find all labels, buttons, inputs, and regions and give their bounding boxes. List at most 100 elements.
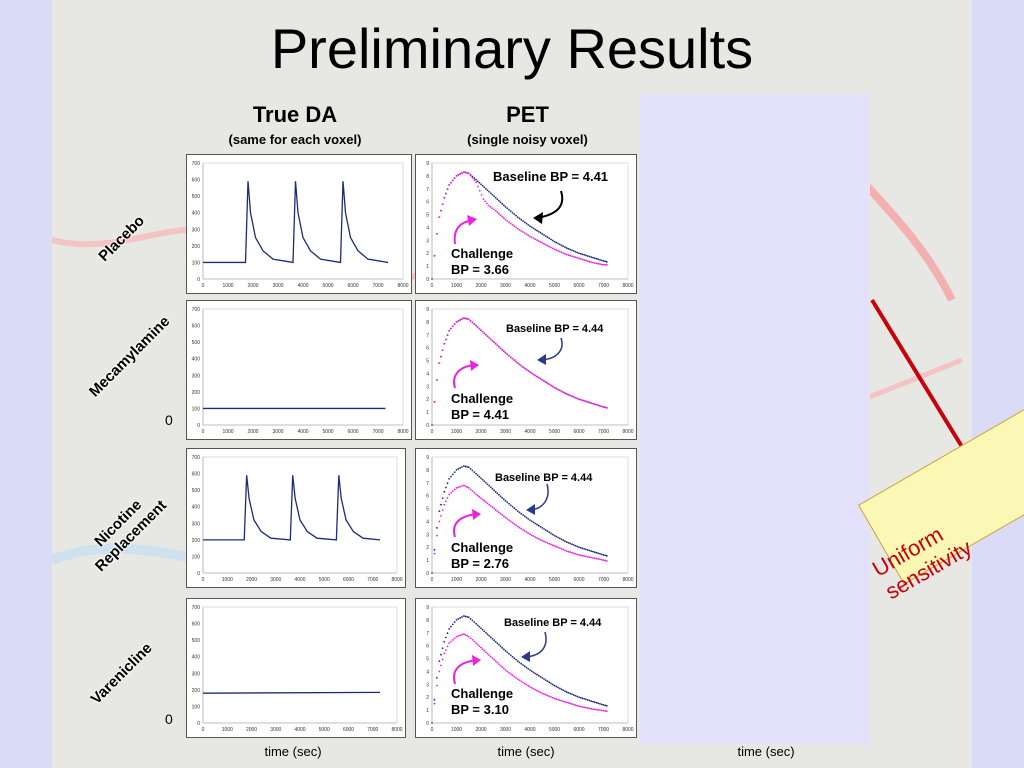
baseline-point: [506, 501, 509, 504]
challenge-point: [579, 554, 582, 557]
challenge-point: [529, 371, 531, 374]
baseline-point: [499, 201, 502, 204]
baseline-point: [539, 525, 542, 528]
challenge-point: [602, 263, 605, 266]
challenge-point: [476, 643, 479, 646]
challenge-point: [597, 709, 600, 711]
baseline-point: [565, 247, 568, 249]
baseline-point: [537, 674, 540, 677]
slide-title: Preliminary Results: [270, 17, 754, 80]
challenge-point: [578, 398, 580, 401]
baseline-point: [532, 227, 535, 230]
challenge-point: [576, 553, 579, 556]
challenge-point: [457, 486, 460, 489]
challenge-point: [534, 238, 537, 241]
challenge-point: [532, 237, 535, 240]
challenge-point: [466, 486, 469, 488]
challenge-point: [578, 257, 580, 260]
challenge-point: [485, 651, 487, 654]
challenge-point: [433, 254, 436, 257]
challenge-point: [443, 652, 446, 655]
challenge-point: [496, 661, 499, 664]
baseline-point: [529, 669, 531, 672]
baseline-point: [569, 692, 572, 695]
baseline-point: [583, 253, 586, 256]
challenge-point: [574, 704, 577, 707]
baseline-point: [541, 232, 544, 235]
challenge-point: [504, 516, 507, 519]
challenge-point: [562, 548, 565, 551]
challenge-point: [485, 202, 488, 205]
challenge-point: [515, 360, 517, 363]
xlabel-right: time (sec): [737, 744, 795, 759]
x-tick-label: 1000: [451, 429, 462, 435]
baseline-point: [532, 671, 535, 674]
challenge-point: [515, 524, 517, 527]
baseline-point: [581, 253, 584, 256]
challenge-point: [440, 209, 442, 212]
challenge-point: [602, 559, 605, 562]
challenge-point: [527, 369, 530, 372]
plot-area: [202, 606, 398, 724]
challenge-point: [520, 230, 523, 232]
challenge-point: [588, 401, 591, 404]
challenge-point: [599, 263, 601, 265]
y-tick-label: 9: [426, 455, 429, 461]
x-tick-label: 0: [431, 429, 434, 435]
challenge-point: [551, 247, 554, 250]
challenge-point: [509, 673, 512, 675]
y-tick-label: 200: [192, 390, 201, 396]
x-tick-label: 0: [431, 577, 434, 583]
challenge-point: [593, 708, 596, 711]
challenge-point: [513, 675, 516, 678]
challenge-point: [478, 645, 481, 647]
challenge-point: [562, 700, 565, 703]
baseline-point: [469, 618, 472, 620]
baseline-point: [473, 177, 476, 180]
baseline-point: [483, 480, 486, 483]
baseline-point: [488, 484, 491, 487]
true-da-chart-varenicline: 0 1000 2000 3000 4000 5000 6000 7000 8000 0 100 200…: [192, 605, 403, 733]
baseline-point: [543, 678, 545, 680]
baseline-point: [475, 472, 477, 475]
challenge-point: [532, 535, 535, 538]
baseline-point: [475, 622, 477, 625]
x-tick-label: 0: [431, 727, 434, 733]
x-tick-label: 7000: [372, 429, 383, 435]
challenge-point: [585, 259, 587, 262]
challenge-point: [494, 660, 497, 663]
baseline-point: [522, 664, 524, 666]
challenge-point: [438, 216, 441, 219]
challenge-point: [441, 203, 444, 206]
challenge-point: [544, 693, 547, 696]
challenge-point: [595, 708, 598, 711]
baseline-point: [574, 694, 577, 697]
baseline-point: [518, 217, 521, 220]
challenge-point: [560, 251, 563, 254]
challenge-point: [593, 403, 596, 406]
baseline-point: [555, 685, 558, 688]
challenge-point: [541, 242, 544, 244]
challenge-point: [481, 330, 484, 333]
challenge-point: [532, 373, 535, 376]
baseline-point: [453, 621, 456, 624]
challenge-point: [541, 378, 544, 381]
baseline-point: [530, 670, 533, 673]
y-tick-label: 7: [426, 481, 429, 487]
challenge-point: [548, 383, 551, 386]
challenge-point: [527, 532, 530, 535]
baseline-point: [530, 226, 533, 229]
challenge-point: [502, 667, 505, 670]
challenge-point: [604, 263, 607, 266]
challenge-point: [595, 557, 598, 560]
baseline-point: [588, 549, 591, 552]
baseline-point: [602, 704, 605, 706]
baseline-point: [571, 543, 573, 546]
baseline-point: [476, 180, 479, 183]
x-tick-label: 1000: [451, 727, 462, 733]
baseline-point: [572, 250, 575, 252]
challenge-point: [541, 539, 544, 542]
challenge-point: [509, 520, 512, 523]
challenge-point: [443, 196, 446, 199]
y-tick-label: 4: [426, 669, 429, 675]
